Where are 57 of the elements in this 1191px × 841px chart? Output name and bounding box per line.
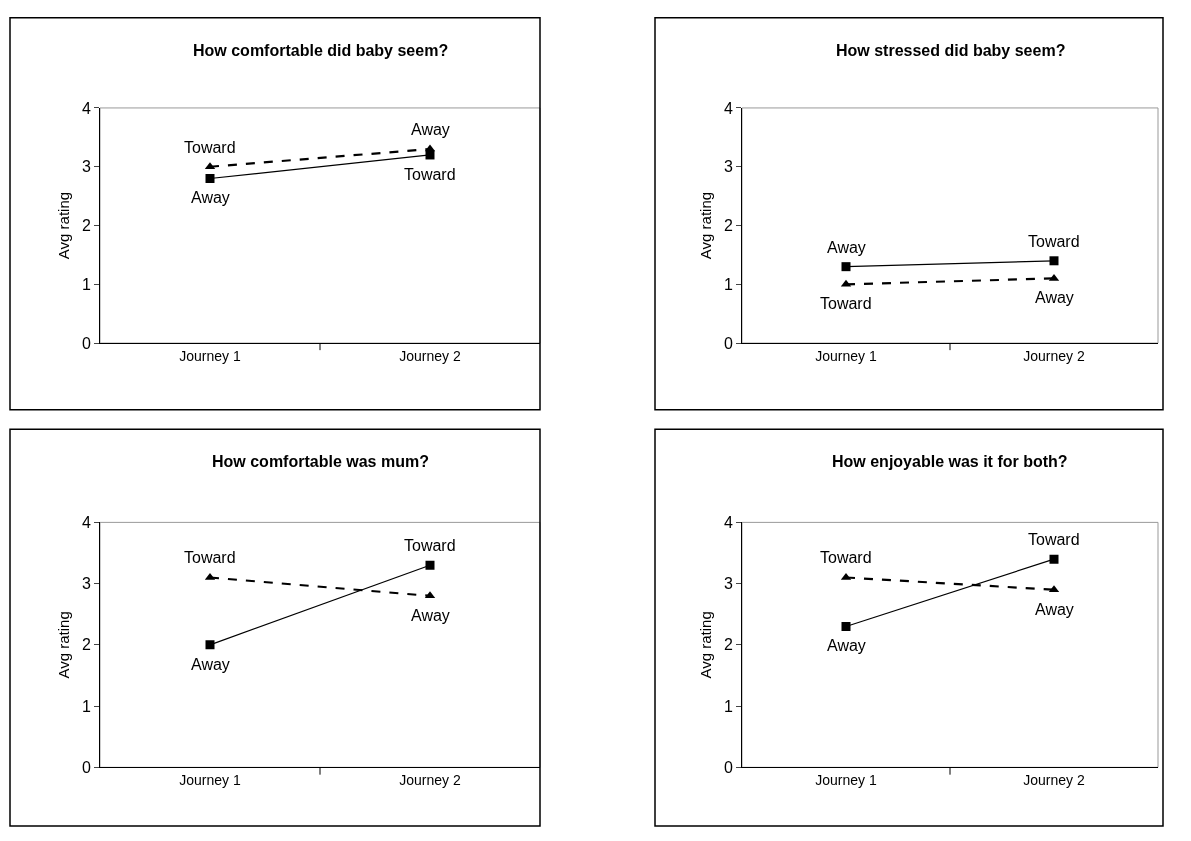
x-tick-label: Journey 1 <box>179 772 241 789</box>
y-tick-label: 0 <box>723 334 733 352</box>
point <box>425 560 435 570</box>
x-tick-label: Journey 2 <box>1023 772 1085 789</box>
annotation: Toward <box>820 549 872 566</box>
y-tick-label: 1 <box>723 275 733 293</box>
x-tick-label: Journey 1 <box>815 347 877 364</box>
annotation: Away <box>827 239 866 256</box>
annotation: Toward <box>1028 233 1080 250</box>
chart-title: How stressed did baby seem? <box>836 42 1066 59</box>
x-tick-label: Journey 1 <box>815 772 877 789</box>
y-tick-label: 1 <box>81 275 91 293</box>
annotation: Toward <box>820 295 872 312</box>
point <box>1049 554 1059 564</box>
y-tick-label: 3 <box>723 575 733 593</box>
annotation: Away <box>827 637 866 654</box>
y-tick-label: 3 <box>81 158 91 176</box>
y-axis-title: Avg rating <box>55 191 73 260</box>
x-tick-label: Journey 1 <box>179 347 241 364</box>
y-tick-label: 4 <box>723 513 733 531</box>
annotation: Away <box>411 121 450 138</box>
y-tick-label: 4 <box>723 99 733 117</box>
annotation: Away <box>411 607 450 624</box>
annotation: Away <box>191 189 230 206</box>
y-tick-label: 0 <box>81 334 91 352</box>
point <box>841 621 851 631</box>
y-tick-label: 0 <box>81 758 91 776</box>
annotation: Toward <box>404 537 456 554</box>
y-tick-label: 4 <box>81 99 91 117</box>
annotation: Toward <box>1028 531 1080 548</box>
y-tick-label: 3 <box>81 575 91 593</box>
y-axis-title: Avg rating <box>55 611 73 679</box>
x-tick-label: Journey 2 <box>1023 347 1085 364</box>
y-tick-label: 0 <box>723 758 733 776</box>
y-tick-label: 2 <box>81 636 91 654</box>
chart-title: How enjoyable was it for both? <box>832 453 1068 470</box>
y-tick-label: 2 <box>723 636 733 654</box>
y-tick-label: 1 <box>81 697 91 715</box>
x-tick-label: Journey 2 <box>399 347 461 364</box>
chart-title: How comfortable was mum? <box>212 453 429 470</box>
annotation: Toward <box>184 139 236 156</box>
point <box>205 640 215 650</box>
annotation: Toward <box>404 166 456 183</box>
y-tick-label: 1 <box>723 697 733 715</box>
y-tick-label: 4 <box>81 513 91 531</box>
y-axis-title: Avg rating <box>697 611 715 679</box>
x-tick-label: Journey 2 <box>399 772 461 789</box>
point <box>205 173 215 183</box>
chart-title: How comfortable did baby seem? <box>193 42 449 59</box>
y-axis-title: Avg rating <box>697 191 715 260</box>
annotation: Away <box>1035 601 1074 618</box>
annotation: Away <box>1035 289 1074 306</box>
y-tick-label: 3 <box>723 158 733 176</box>
y-tick-label: 2 <box>723 217 733 235</box>
annotation: Toward <box>184 549 236 566</box>
y-tick-label: 2 <box>81 217 91 235</box>
annotation: Away <box>191 656 230 673</box>
